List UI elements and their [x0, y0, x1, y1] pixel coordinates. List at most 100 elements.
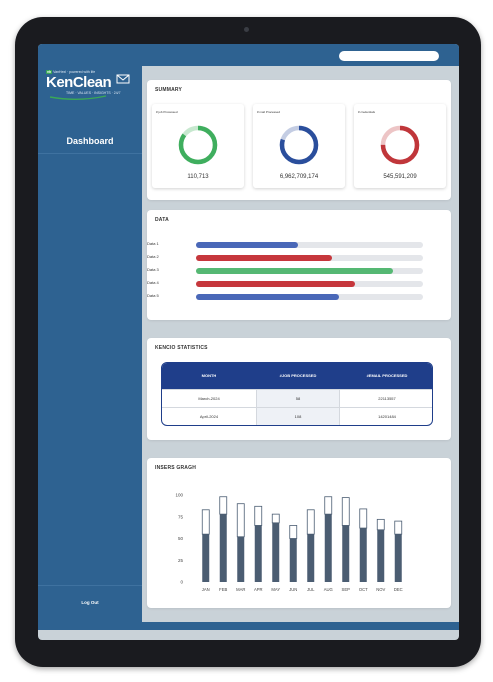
- table-header: MONTH #JOB PROCESSED #EMAIL PROCESSED: [162, 363, 432, 389]
- bar-segment-top: [359, 508, 368, 529]
- sidebar-item-dashboard[interactable]: Dashboard: [38, 128, 142, 154]
- data-bar-label: Data 4: [147, 280, 159, 285]
- bar-segment-top: [376, 518, 385, 531]
- x-tick-label: MAR: [236, 587, 245, 592]
- search-input[interactable]: [339, 51, 439, 61]
- table-cell-month: March-2024: [198, 396, 220, 401]
- y-tick-label: 100: [175, 493, 183, 498]
- x-tick-label: JUN: [289, 587, 297, 592]
- data-bar-fill: [196, 242, 299, 248]
- data-bar-track: [196, 281, 423, 287]
- summary-label: # credentials: [358, 110, 376, 114]
- top-bar: [38, 44, 459, 66]
- data-bar-fill: [196, 281, 355, 287]
- bar-segment-base: [394, 534, 402, 582]
- data-bar-track: [196, 255, 423, 261]
- logo-tagline-text: VanHexl · powered with life: [53, 70, 96, 74]
- summary-title: SUMMARY: [155, 87, 183, 93]
- bar-segment-top: [324, 496, 333, 515]
- bar-segment-top: [289, 525, 298, 539]
- bar-segment-base: [272, 522, 280, 582]
- statistics-table: MONTH #JOB PROCESSED #EMAIL PROCESSED Ma…: [161, 362, 433, 426]
- x-tick-label: JAN: [202, 587, 210, 592]
- data-bar-row: Data 2: [147, 254, 425, 261]
- envelope-icon: [116, 74, 130, 84]
- summary-value: 110,713: [187, 174, 209, 180]
- bar-segment-base: [342, 525, 350, 582]
- bar-segment-top: [219, 496, 228, 515]
- summary-credentials-card: # credentials 545,591,209: [354, 104, 446, 188]
- table-row: April-2024 108 14201484: [162, 407, 432, 425]
- x-tick-label: FEB: [219, 587, 227, 592]
- x-tick-label: JUL: [307, 587, 315, 592]
- table-cell-emails: 22113557: [378, 396, 396, 401]
- camera-dot: [244, 27, 249, 32]
- column-header-jobs: #JOB PROCESSED: [279, 373, 317, 378]
- sidebar: vh VanHexl · powered with life KenClean …: [38, 66, 142, 622]
- table-cell-month: April-2024: [199, 414, 219, 419]
- graph-title: INSERS GRAGH: [155, 465, 197, 471]
- main-content: SUMMARY # job Processed 110,713 # mail P…: [142, 66, 459, 622]
- table-cell-emails: 14201484: [378, 414, 396, 419]
- kenclean-logo: vh VanHexl · powered with life KenClean …: [46, 70, 138, 110]
- y-tick-label: 25: [178, 558, 184, 563]
- summary-value: 545,591,209: [383, 174, 417, 180]
- bar-segment-base: [307, 534, 315, 582]
- logo-tagline: vh VanHexl · powered with life: [46, 70, 95, 74]
- ring-progress: [279, 125, 319, 165]
- y-tick-label: 75: [178, 514, 184, 519]
- data-bar-row: Data 3: [147, 267, 425, 274]
- ring-progress: [380, 125, 420, 165]
- data-bar-fill: [196, 294, 339, 300]
- x-tick-label: NOV: [376, 587, 385, 592]
- mail-ring-chart: [279, 125, 319, 165]
- summary-mail-card: # mail Processed 6,962,709,174: [253, 104, 345, 188]
- data-bar-track: [196, 268, 423, 274]
- logo-name: KenClean: [46, 74, 112, 91]
- table-row: March-2024 58 22113557: [162, 389, 432, 407]
- summary-value: 6,962,709,174: [279, 174, 319, 180]
- bar-segment-top: [394, 520, 403, 535]
- job-ring-chart: [178, 125, 218, 165]
- bar-segment-top: [254, 505, 263, 526]
- x-tick-label: AUG: [324, 587, 333, 592]
- y-tick-label: 50: [178, 536, 184, 541]
- table-cell-jobs: 108: [256, 408, 340, 425]
- column-header-emails: #EMAIL PROCESSED: [366, 373, 408, 378]
- insers-graph-card: INSERS GRAGH 0 25 50 75 100 JAN FEB MAR APR MAY JU…: [147, 458, 451, 608]
- bar-segment-base: [254, 525, 262, 582]
- bottom-bar: [38, 622, 459, 630]
- x-tick-label: DEC: [394, 587, 403, 592]
- logo-brand-badge: vh: [46, 70, 53, 74]
- summary-label: # mail Processed: [257, 110, 281, 114]
- data-bar-label: Data 3: [147, 267, 159, 272]
- stacked-bar-chart: 0 25 50 75 100 JAN FEB MAR APR MAY JUN JUL AUG SEP OCT…: [175, 493, 403, 593]
- bar-segment-top: [341, 497, 350, 526]
- data-bar-row: Data 1: [147, 241, 425, 248]
- x-tick-label: MAY: [271, 587, 280, 592]
- ring-progress: [178, 125, 218, 165]
- logo-subtitle: TIME · VALUES · INSIGHTS · 24/7: [66, 91, 121, 95]
- table-cell-jobs: 58: [256, 390, 340, 407]
- data-bar-track: [196, 242, 423, 248]
- bar-segment-base: [359, 528, 367, 582]
- data-bar-row: Data 4: [147, 280, 425, 287]
- data-title: DATA: [155, 217, 169, 223]
- bar-segment-top: [271, 513, 280, 524]
- summary-card: SUMMARY # job Processed 110,713 # mail P…: [147, 80, 451, 200]
- logout-button[interactable]: Log Out: [38, 585, 142, 619]
- summary-job-card: # job Processed 110,713: [152, 104, 244, 188]
- screen: vh VanHexl · powered with life KenClean …: [38, 44, 459, 640]
- bar-segment-base: [237, 536, 245, 582]
- bar-segment-base: [219, 514, 227, 582]
- data-bar-label: Data 5: [147, 293, 159, 298]
- x-tick-label: SEP: [342, 587, 351, 592]
- bar-segment-base: [324, 514, 332, 582]
- bar-segment-base: [202, 534, 210, 582]
- credentials-ring-chart: [380, 125, 420, 165]
- statistics-card: KENCIO STATISTICS MONTH #JOB PROCESSED #…: [147, 338, 451, 440]
- bar-segment-top: [201, 509, 210, 535]
- data-bar-fill: [196, 255, 333, 261]
- logo-swoosh-icon: [49, 95, 107, 100]
- statistics-title: KENCIO STATISTICS: [155, 345, 208, 351]
